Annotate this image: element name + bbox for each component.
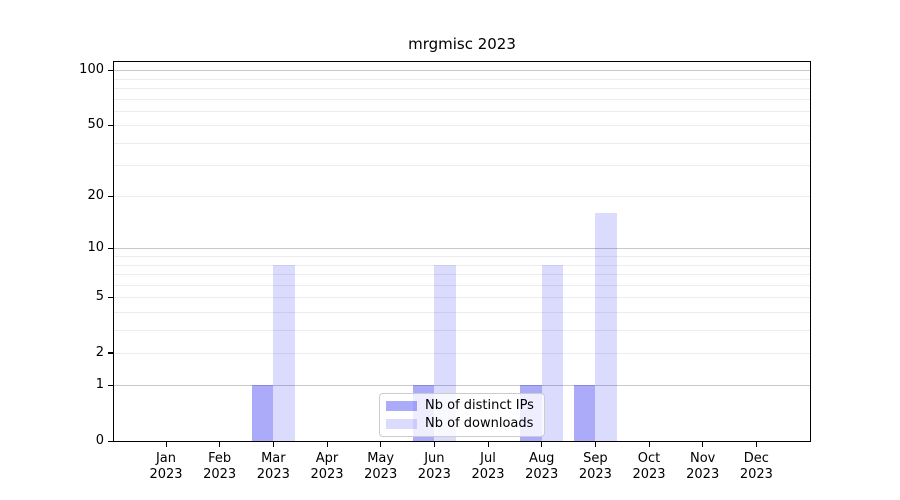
legend-swatch-downloads <box>386 419 417 429</box>
gridline-minor <box>114 256 810 258</box>
x-tick-label: Jul 2023 <box>471 451 505 482</box>
x-tick-label: May 2023 <box>364 451 398 482</box>
x-tick-mark <box>594 442 597 447</box>
gridline-minor <box>114 98 810 100</box>
legend: Nb of distinct IPs Nb of downloads <box>379 393 545 437</box>
x-tick-mark <box>433 442 436 447</box>
gridline-major <box>114 385 810 387</box>
x-tick-mark <box>487 442 489 447</box>
gridline-minor <box>114 297 810 299</box>
y-tick-mark <box>108 296 113 298</box>
x-tick-label: Sep 2023 <box>578 451 612 482</box>
x-tick-mark <box>380 442 382 447</box>
y-tick-label: 0 <box>95 433 104 448</box>
y-tick-label: 20 <box>87 188 104 204</box>
gridline-major <box>114 248 810 250</box>
legend-item-distinct-ips: Nb of distinct IPs <box>386 397 538 415</box>
legend-label-distinct-ips: Nb of distinct IPs <box>425 398 534 413</box>
gridline-minor <box>114 352 810 354</box>
gridline-minor <box>114 142 810 144</box>
x-tick-label: Feb 2023 <box>203 451 237 482</box>
y-tick-mark <box>108 124 113 126</box>
y-tick-label: 2 <box>95 344 104 360</box>
y-tick-mark <box>108 440 113 442</box>
bar-downloads-mar <box>273 264 296 441</box>
bar-ips-mar <box>251 385 274 441</box>
gridline-minor <box>114 88 810 90</box>
legend-item-downloads: Nb of downloads <box>386 415 538 433</box>
gridline-minor <box>114 110 810 112</box>
bar-downloads-sep <box>595 213 618 441</box>
x-tick-label: Dec 2023 <box>739 451 773 482</box>
y-tick-mark <box>108 247 113 250</box>
x-tick-label: Jun 2023 <box>417 451 451 482</box>
x-tick-mark <box>541 442 543 447</box>
gridline-minor <box>114 329 810 331</box>
bar-ips-sep <box>573 385 596 441</box>
x-tick-label: Mar 2023 <box>256 451 290 482</box>
gridline-minor <box>114 165 810 167</box>
gridline-minor <box>114 273 810 275</box>
y-tick-mark <box>108 384 113 387</box>
y-tick-mark <box>108 69 113 72</box>
y-tick-label: 1 <box>95 377 104 393</box>
x-tick-mark <box>648 442 650 447</box>
bar-downloads-aug <box>541 264 564 441</box>
x-tick-label: Nov 2023 <box>686 451 720 482</box>
x-tick-mark <box>702 442 704 447</box>
y-tick-label: 50 <box>87 117 104 133</box>
x-tick-mark <box>165 442 167 447</box>
x-tick-label: Apr 2023 <box>310 451 344 482</box>
x-tick-label: Jan 2023 <box>149 451 183 482</box>
y-tick-mark <box>108 352 113 354</box>
gridline-major <box>114 70 810 72</box>
y-tick-label: 5 <box>95 289 104 305</box>
legend-swatch-distinct-ips <box>386 401 417 411</box>
y-tick-label: 10 <box>87 240 104 256</box>
x-tick-label: Oct 2023 <box>632 451 666 482</box>
gridline-minor <box>114 125 810 127</box>
plot-area: Nb of distinct IPs Nb of downloads <box>113 61 811 442</box>
x-tick-mark <box>272 442 275 447</box>
x-tick-mark <box>755 442 758 447</box>
y-tick-label: 100 <box>79 62 104 78</box>
legend-label-downloads: Nb of downloads <box>425 416 534 431</box>
gridline-minor <box>114 284 810 286</box>
gridline-minor <box>114 78 810 80</box>
x-tick-mark <box>219 442 221 447</box>
x-tick-label: Aug 2023 <box>525 451 559 482</box>
gridline-minor <box>114 196 810 198</box>
chart-title: mrgmisc 2023 <box>408 35 516 53</box>
y-tick-mark <box>108 195 113 198</box>
gridline-minor <box>114 311 810 313</box>
x-tick-mark <box>326 442 328 447</box>
gridline-minor <box>114 264 810 266</box>
